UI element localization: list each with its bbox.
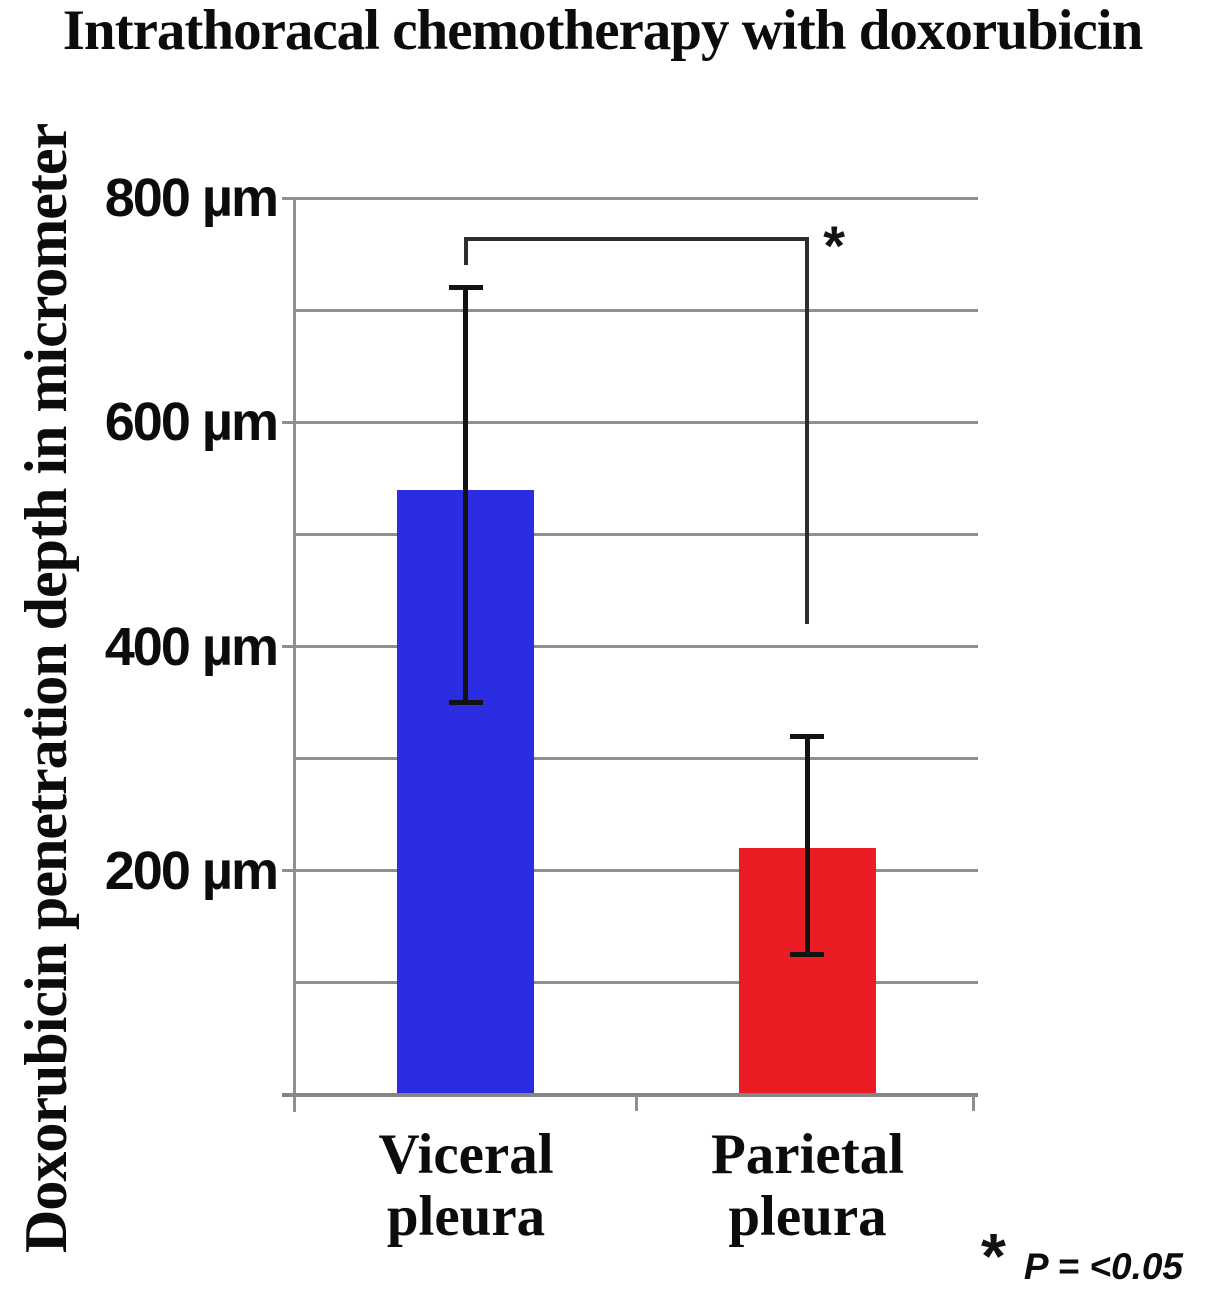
minor-gridline-500um [295,532,978,536]
y-axis-tick-labels: 800 µm 600 µm 400 µm 200 µm [0,168,279,1095]
major-gridline-200um [282,869,978,873]
p-value-text: P = <0.05 [1023,1246,1183,1287]
significance-bracket-left-leg [463,237,468,266]
significance-footnote: * P = <0.05 [981,1216,1183,1288]
error-bar-cap-top-viceral-pleura [448,285,483,291]
major-gridline-400um [282,645,978,648]
error-bar-line-parietal-pleura [804,736,810,955]
y-tick-label-800: 800 µm [104,168,279,228]
y-tick-label-400: 400 µm [104,616,279,677]
major-gridline-800um [282,196,978,200]
x-label-parietal-pleura: Parietal pleura [637,1124,979,1248]
x-label-viceral-pleura-line-1: Viceral [378,1123,554,1186]
x-axis-tick-0 [635,1095,638,1111]
significance-asterisk-icon: * [823,214,846,277]
y-tick-label-200: 200 µm [104,840,279,901]
chart-title: Intrathoracal chemotherapy with doxorubi… [62,0,1144,62]
minor-gridline-100um [295,981,978,985]
asterisk-footnote-icon: * [981,1220,1006,1292]
x-label-parietal-pleura-line-1: Parietal [710,1123,905,1186]
y-axis-line [293,198,296,1112]
minor-gridline-300um [295,757,978,761]
x-axis-tick-1 [971,1095,975,1111]
x-label-viceral-pleura: Viceral pleura [295,1124,637,1248]
x-label-parietal-pleura-line-2: pleura [728,1185,887,1248]
error-bar-line-viceral-pleura [463,287,469,703]
significance-bracket-top [463,237,810,242]
plot-area: * [282,196,978,1112]
error-bar-cap-top-parietal-pleura [790,733,825,739]
major-gridline-600um [282,420,978,424]
error-bar-cap-bottom-viceral-pleura [448,700,483,706]
minor-gridline-700um [295,308,978,312]
significance-bracket-right-leg [805,237,810,625]
x-axis-labels: Viceral pleura Parietal pleura [295,1124,978,1300]
x-axis-line [282,1093,978,1097]
error-bar-cap-bottom-parietal-pleura [790,952,825,958]
y-tick-label-600: 600 µm [104,392,279,453]
x-label-viceral-pleura-line-2: pleura [386,1185,546,1248]
